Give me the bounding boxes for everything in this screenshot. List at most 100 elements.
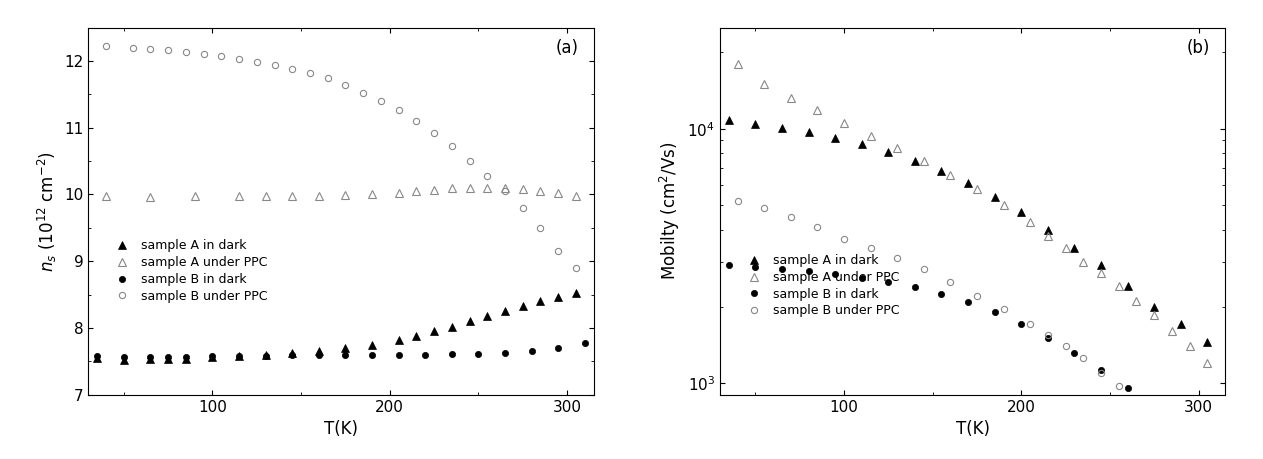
sample A in dark [515,303,530,309]
sample A under PPC [783,95,798,101]
sample A under PPC [836,121,851,126]
sample B under PPC [1147,418,1162,424]
sample B in dark [392,352,407,358]
sample B under PPC [730,198,745,204]
sample A under PPC [1058,245,1074,251]
sample B in dark [907,285,922,290]
Line: sample B under PPC: sample B under PPC [735,198,1210,459]
sample A in dark [748,122,763,127]
sample B under PPC [266,62,282,67]
sample B in dark [1094,367,1109,372]
sample A in dark [1147,304,1162,309]
sample A in dark [551,294,566,299]
sample B in dark [178,354,193,359]
sample B under PPC [160,47,176,53]
sample B in dark [933,291,949,297]
sample B under PPC [392,107,407,113]
Line: sample B in dark: sample B in dark [95,340,587,360]
sample A in dark [498,308,513,314]
sample A in dark [774,125,789,130]
sample A in dark [365,342,380,347]
sample A in dark [205,354,220,359]
sample A in dark [480,313,495,319]
sample B in dark [143,354,158,359]
sample B in dark [577,340,592,346]
sample B under PPC [810,224,825,230]
Line: sample A in dark: sample A in dark [93,289,580,364]
sample A under PPC [427,187,442,192]
sample A under PPC [409,188,424,194]
sample A in dark [988,194,1003,200]
sample A under PPC [810,108,825,113]
sample A in dark [392,337,407,343]
sample B in dark [551,345,566,351]
sample A under PPC [916,158,931,163]
sample B under PPC [1023,322,1038,327]
sample A under PPC [551,190,566,196]
sample B in dark [284,353,299,358]
Line: sample B in dark: sample B in dark [726,263,1210,456]
sample B under PPC [515,205,530,211]
sample B under PPC [498,188,513,194]
sample B under PPC [249,59,264,64]
sample A in dark [427,329,442,334]
Line: sample A in dark: sample A in dark [725,117,1211,346]
sample B under PPC [1164,441,1180,446]
sample B in dark [338,352,354,358]
sample A under PPC [338,192,354,198]
sample A in dark [880,149,895,155]
sample B in dark [418,352,433,358]
sample B in dark [365,352,380,358]
sample B in dark [748,265,763,270]
sample A under PPC [1200,360,1215,366]
sample A in dark [445,324,460,330]
sample A under PPC [889,145,904,151]
Line: sample A under PPC: sample A under PPC [734,60,1211,367]
sample A under PPC [515,186,530,192]
sample A in dark [338,345,354,351]
sample A under PPC [365,192,380,197]
Legend: sample A in dark, sample A under PPC, sample B in dark, sample B under PPC: sample A in dark, sample A under PPC, sa… [105,235,273,308]
sample B in dark [988,309,1003,315]
sample B under PPC [889,255,904,261]
sample A in dark [1014,209,1029,215]
sample A in dark [143,357,158,362]
sample B under PPC [302,70,317,76]
sample A under PPC [1023,219,1038,225]
Line: sample B under PPC: sample B under PPC [104,43,578,271]
sample B in dark [721,263,736,268]
sample B in dark [880,279,895,285]
sample B under PPC [445,144,460,149]
sample B under PPC [836,236,851,241]
sample B in dark [90,353,105,359]
sample B under PPC [757,205,772,210]
sample B in dark [960,299,975,305]
sample B under PPC [284,66,299,72]
Legend: sample A in dark, sample A under PPC, sample B in dark, sample B under PPC: sample A in dark, sample A under PPC, sa… [736,249,904,322]
sample A under PPC [730,61,745,67]
sample B under PPC [231,56,246,62]
sample A under PPC [311,193,326,199]
sample B under PPC [196,51,211,57]
sample A in dark [1120,284,1135,289]
sample B in dark [231,353,246,359]
sample B under PPC [1058,343,1074,349]
sample A under PPC [1094,271,1109,276]
sample A in dark [907,158,922,163]
sample B in dark [160,354,176,359]
sample A in dark [116,357,131,363]
Text: (a): (a) [556,39,578,56]
sample A in dark [1200,339,1215,345]
X-axis label: T(K): T(K) [956,420,989,438]
sample B under PPC [1111,384,1127,389]
sample A in dark [462,319,477,324]
sample A in dark [1173,322,1188,327]
sample B under PPC [480,173,495,179]
sample B under PPC [783,214,798,220]
sample A in dark [311,348,326,354]
sample B under PPC [942,279,957,285]
sample B under PPC [1041,332,1056,337]
sample B under PPC [374,98,389,104]
sample A in dark [533,298,548,304]
sample A under PPC [970,186,985,192]
